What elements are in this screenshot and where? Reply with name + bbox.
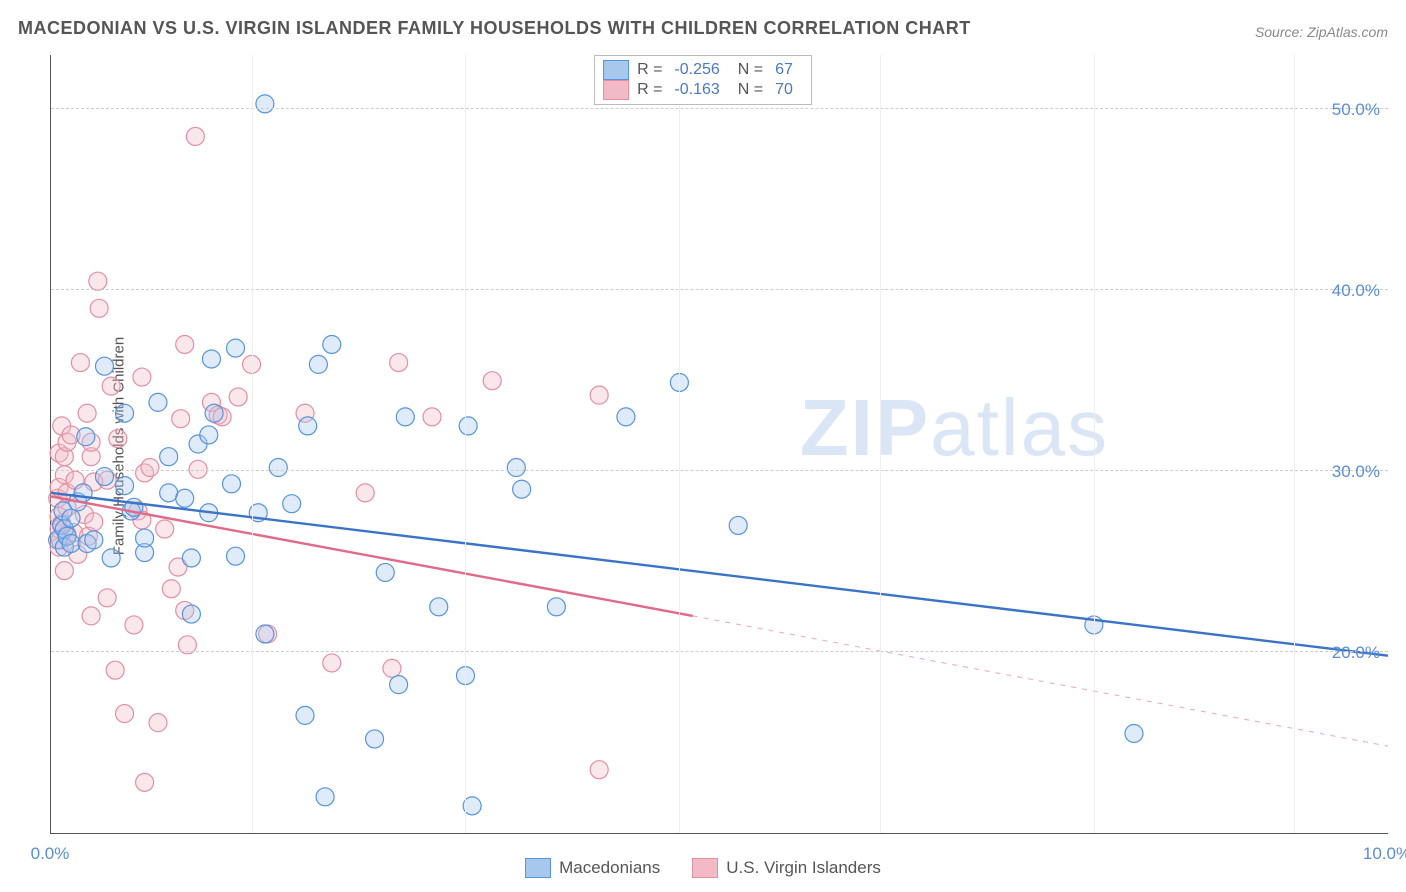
gridline-v xyxy=(1094,55,1095,833)
stats-row-2: R = -0.163 N = 70 xyxy=(603,80,803,100)
x-tick-label: 0.0% xyxy=(31,844,70,864)
source-text: Source: ZipAtlas.com xyxy=(1255,24,1388,40)
gridline-v xyxy=(880,55,881,833)
stats-row-1: R = -0.256 N = 67 xyxy=(603,60,803,80)
chart-title: MACEDONIAN VS U.S. VIRGIN ISLANDER FAMIL… xyxy=(18,18,971,39)
gridline-v xyxy=(1294,55,1295,833)
gridline-v xyxy=(679,55,680,833)
legend-label-2: U.S. Virgin Islanders xyxy=(726,858,881,878)
legend-swatch-1 xyxy=(525,858,551,878)
y-tick-label: 40.0% xyxy=(1332,281,1380,301)
legend-swatch-2 xyxy=(692,858,718,878)
y-tick-label: 20.0% xyxy=(1332,643,1380,663)
swatch-series-2 xyxy=(603,80,629,100)
x-tick-label: 10.0% xyxy=(1363,844,1406,864)
gridline-v xyxy=(252,55,253,833)
stats-box: R = -0.256 N = 67 R = -0.163 N = 70 xyxy=(594,55,812,105)
legend-item-1: Macedonians xyxy=(525,858,660,878)
plot-area: ZIPatlas xyxy=(50,55,1388,834)
y-tick-label: 30.0% xyxy=(1332,462,1380,482)
legend-item-2: U.S. Virgin Islanders xyxy=(692,858,881,878)
bottom-legend: Macedonians U.S. Virgin Islanders xyxy=(0,858,1406,878)
y-tick-label: 50.0% xyxy=(1332,100,1380,120)
legend-label-1: Macedonians xyxy=(559,858,660,878)
swatch-series-1 xyxy=(603,60,629,80)
gridline-v xyxy=(465,55,466,833)
